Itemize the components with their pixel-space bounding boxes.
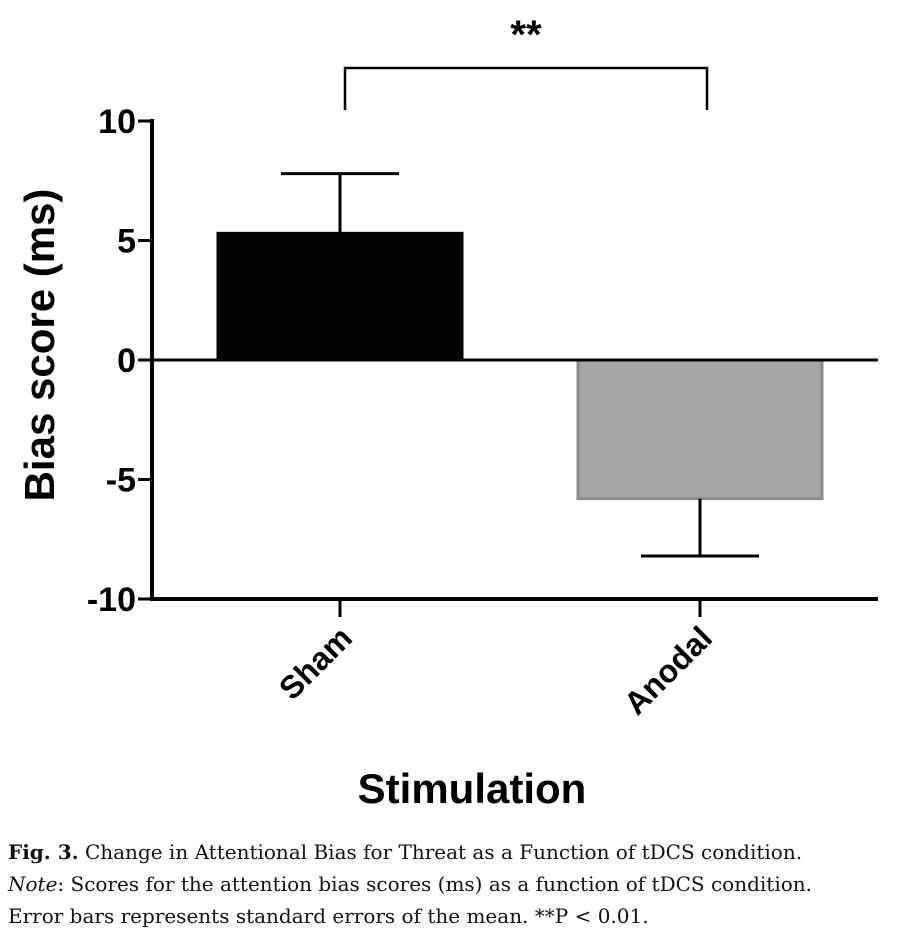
y-tick-label: -5 [106,462,136,500]
significance-label: ** [510,13,542,57]
y-axis-title: Bias score (ms) [16,189,63,502]
y-tick-label: 10 [98,103,136,141]
y-tick-label: 0 [117,342,136,380]
axes-layer [138,66,878,617]
bar-chart: Sham Anodal -10 -5 0 5 10 Bias score (ms) Stimul… [16,13,878,812]
figure-caption: Fig. 3. Change in Attentional Bias for T… [8,836,894,932]
bar-anodal [576,358,824,501]
y-tick-label: -10 [87,581,136,619]
caption-line-3: Error bars represents standard errors of… [8,904,649,928]
bars-layer [216,231,824,501]
caption-line-1: Fig. 3. Change in Attentional Bias for T… [8,836,894,868]
caption-line-2: Note: Scores for the attention bias scor… [8,868,894,900]
caption-line-2-text: : Scores for the attention bias scores (… [57,872,813,896]
error-bars-layer [281,172,759,558]
significance-bracket [343,66,709,110]
x-axis-title: Stimulation [358,765,587,812]
caption-note-label: Note [8,872,58,896]
caption-line-1-text: Change in Attentional Bias for Threat as… [78,840,803,864]
caption-fig-label: Fig. 3. [8,840,79,864]
x-tick-label-anodal: Anodal [617,619,719,721]
bar-sham [216,231,464,362]
y-tick-label: 5 [117,223,136,261]
x-tick-label-sham: Sham [272,619,359,706]
